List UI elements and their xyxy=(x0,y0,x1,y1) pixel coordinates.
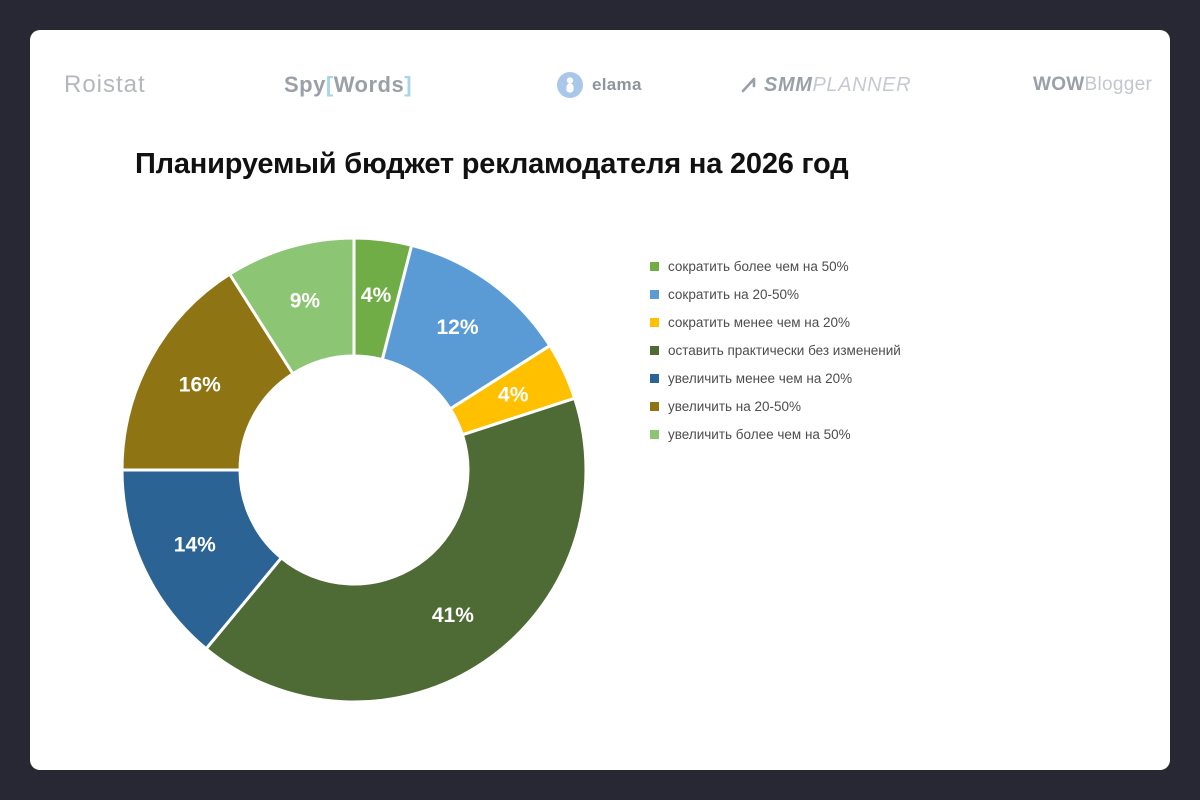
donut-segment xyxy=(120,272,295,472)
legend: сократить более чем на 50% сократить на 2… xyxy=(650,252,901,448)
legend-label: увеличить менее чем на 20% xyxy=(668,370,853,386)
donut-segment xyxy=(120,468,283,651)
legend-item: сократить менее чем на 20% xyxy=(650,308,901,336)
legend-label: увеличить более чем на 50% xyxy=(668,426,851,442)
donut-label: 4% xyxy=(361,284,392,307)
legend-label: сократить на 20-50% xyxy=(668,286,799,302)
legend-item: увеличить менее чем на 20% xyxy=(650,364,901,392)
donut-label: 12% xyxy=(436,316,478,339)
elama-logo: elama xyxy=(556,68,642,102)
donut-label: 41% xyxy=(432,604,474,627)
legend-label: оставить практически без изменений xyxy=(668,342,901,358)
slide-card: Roistat Spy[Words] elama SMMPLANNER WOW B… xyxy=(30,30,1170,770)
donut-label: 9% xyxy=(290,290,321,313)
donut-label: 16% xyxy=(179,374,221,397)
donut-label: 4% xyxy=(498,384,529,407)
smmplanner-logo-text2: PLANNER xyxy=(812,73,912,96)
chart-title: Планируемый бюджет рекламодателя на 2026… xyxy=(135,148,849,180)
legend-label: сократить менее чем на 20% xyxy=(668,314,851,330)
wowblogger-logo-text: WOW xyxy=(1033,74,1085,95)
legend-item: сократить более чем на 50% xyxy=(650,252,901,280)
legend-label: сократить более чем на 50% xyxy=(668,258,849,274)
donut-segment xyxy=(204,396,588,704)
donut-chart: 4% 12% 4% 41% 14% 16% 9% xyxy=(104,220,604,720)
legend-item: увеличить более чем на 50% xyxy=(650,420,901,448)
donut-label: 14% xyxy=(174,533,216,556)
legend-swatch xyxy=(650,401,659,411)
roistat-logo: Roistat xyxy=(64,68,146,102)
legend-item: увеличить на 20-50% xyxy=(650,392,901,420)
elama-logo-text: elama xyxy=(592,75,642,94)
wowblogger-logo: WOW Blogger xyxy=(1033,68,1152,102)
elama-icon xyxy=(556,71,584,99)
spywords-close-bracket: ] xyxy=(404,72,413,97)
smmplanner-icon xyxy=(740,76,758,94)
wowblogger-logo-text2: Blogger xyxy=(1084,74,1153,95)
legend-swatch xyxy=(650,345,659,355)
donut-segment xyxy=(228,236,356,376)
spywords-open-bracket: [ xyxy=(325,72,334,97)
legend-swatch xyxy=(650,373,659,383)
roistat-logo-text: Roistat xyxy=(64,71,146,98)
spywords-logo: Spy[Words] xyxy=(284,68,412,102)
spywords-logo-text2: Words xyxy=(333,72,405,97)
legend-item: сократить на 20-50% xyxy=(650,280,901,308)
smmplanner-logo-text: SMM xyxy=(764,73,813,96)
legend-swatch xyxy=(650,429,659,439)
smmplanner-logo: SMMPLANNER xyxy=(740,68,911,102)
legend-item: оставить практически без изменений xyxy=(650,336,901,364)
legend-swatch xyxy=(650,317,659,327)
legend-swatch xyxy=(650,261,659,271)
spywords-logo-text: Spy xyxy=(284,72,326,97)
legend-label: увеличить на 20-50% xyxy=(668,398,802,414)
legend-swatch xyxy=(650,289,659,299)
